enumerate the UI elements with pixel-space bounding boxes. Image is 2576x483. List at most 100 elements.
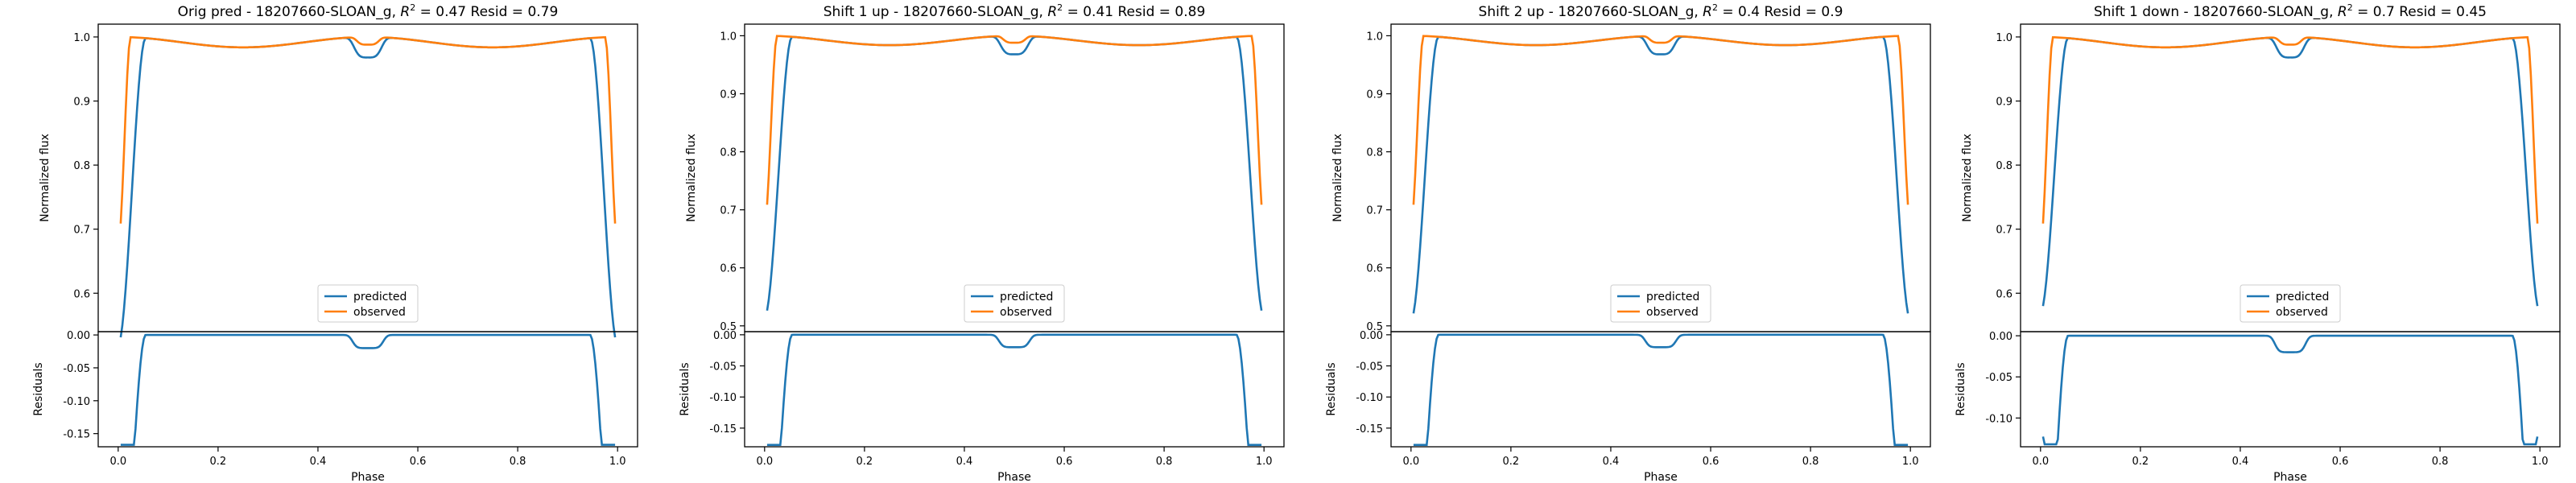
main-ytick-label: 0.9	[1366, 89, 1383, 101]
main-ytick-label: 0.8	[73, 160, 90, 172]
title-r2-exponent: 2	[1057, 2, 1063, 13]
residual-line	[766, 333, 1262, 446]
legend: predicted observed	[317, 284, 419, 323]
main-ytick-label: 0.7	[73, 225, 90, 237]
xtick-label: 0.2	[2132, 456, 2149, 468]
main-ylabel: Normalized flux	[1331, 134, 1344, 222]
title-r2-exponent: 2	[1712, 2, 1718, 13]
resid-ylabel: Residuals	[679, 362, 691, 415]
legend-label-observed: observed	[1646, 306, 1699, 319]
legend: predicted observed	[1610, 284, 1711, 323]
series-line-observed	[1412, 35, 1909, 205]
residual-line	[2041, 334, 2539, 446]
resid-ytick-label: -0.15	[1356, 423, 1383, 436]
main-ylabel: Normalized flux	[685, 134, 698, 222]
residual-line	[1413, 333, 1909, 446]
legend-label-predicted: predicted	[2276, 291, 2329, 303]
legend-label-predicted: predicted	[1646, 291, 1699, 303]
series-line-predicted	[1412, 35, 1909, 314]
main-ylabel: Normalized flux	[39, 134, 52, 222]
resid-ylabel: Residuals	[1955, 362, 1967, 415]
residual-axes-frame	[97, 331, 638, 448]
legend: predicted observed	[2240, 284, 2341, 323]
legend-label-observed: observed	[353, 306, 406, 319]
xtick-label: 0.4	[1603, 456, 1620, 468]
xtick-label: 0.0	[756, 456, 773, 468]
main-ytick-label: 1.0	[73, 32, 90, 44]
xtick-label: 0.6	[1056, 456, 1073, 468]
xtick-label: 1.0	[1256, 456, 1273, 468]
resid-ytick-label: -0.05	[63, 363, 90, 375]
xtick-label: 0.2	[210, 456, 227, 468]
title-suffix: = 0.4 Resid = 0.9	[1718, 4, 1843, 20]
xtick-label: 1.0	[2532, 456, 2549, 468]
title-suffix: = 0.41 Resid = 0.89	[1063, 4, 1205, 20]
title-prefix: Orig pred - 18207660-SLOAN_g,	[178, 4, 401, 20]
xtick-label: 0.4	[956, 456, 973, 468]
resid-ytick-label: 0.00	[67, 330, 90, 342]
main-ytick-label: 0.6	[1996, 288, 2013, 300]
title-r2-exponent: 2	[410, 2, 415, 13]
xtick-label: 0.2	[857, 456, 873, 468]
main-ytick-label: 0.6	[73, 288, 90, 300]
legend-box	[317, 284, 419, 323]
xtick-label: 0.4	[310, 456, 327, 468]
resid-ytick-label: -0.10	[709, 392, 737, 404]
xtick-label: 0.8	[1156, 456, 1173, 468]
legend-box	[1610, 284, 1711, 323]
resid-ytick-label: 0.00	[713, 330, 737, 342]
title-suffix: = 0.47 Resid = 0.79	[415, 4, 558, 20]
title-r2-symbol: R	[1703, 4, 1712, 20]
xtick-label: 1.0	[1902, 456, 1919, 468]
title-suffix: = 0.7 Resid = 0.45	[2353, 4, 2487, 20]
main-ytick-label: 1.0	[720, 31, 737, 43]
xtick-label: 0.8	[2432, 456, 2449, 468]
residual-axes-frame	[2020, 331, 2561, 448]
resid-ytick-label: -0.15	[63, 429, 90, 441]
series-line-observed	[2041, 35, 2539, 224]
residual-axes-frame	[744, 331, 1285, 448]
xtick-label: 0.0	[109, 456, 126, 468]
main-ytick-label: 1.0	[1366, 31, 1383, 43]
series-line-observed	[119, 35, 617, 224]
main-ytick-label: 1.0	[1996, 32, 2013, 44]
xtick-label: 0.6	[2332, 456, 2349, 468]
legend-box	[2240, 284, 2341, 323]
resid-ytick-label: 0.00	[1989, 331, 2013, 343]
series-line-predicted	[766, 35, 1263, 312]
main-ytick-label: 0.7	[1996, 225, 2013, 237]
resid-ytick-label: -0.10	[1356, 392, 1383, 404]
main-ytick-label: 0.9	[73, 97, 90, 109]
xlabel: Phase	[997, 471, 1031, 483]
legend-box	[964, 284, 1065, 323]
main-ytick-label: 0.8	[720, 147, 737, 159]
resid-ytick-label: 0.00	[1360, 330, 1383, 342]
main-ytick-label: 0.5	[1366, 321, 1383, 333]
chart-title: Shift 1 down - 18207660-SLOAN_g, R2 = 0.…	[2094, 2, 2487, 20]
main-ytick-label: 0.9	[720, 89, 737, 101]
title-prefix: Shift 1 up - 18207660-SLOAN_g,	[824, 4, 1048, 20]
xlabel: Phase	[2273, 471, 2307, 483]
legend-label-predicted: predicted	[353, 291, 407, 303]
resid-ylabel: Residuals	[32, 362, 45, 415]
xtick-label: 1.0	[609, 456, 626, 468]
resid-ytick-label: -0.15	[709, 423, 737, 436]
title-r2-symbol: R	[400, 4, 410, 20]
xtick-label: 0.0	[1402, 456, 1419, 468]
resid-ytick-label: -0.05	[1356, 361, 1383, 374]
main-ytick-label: 0.6	[720, 263, 737, 275]
resid-ytick-label: -0.10	[63, 396, 90, 408]
xlabel: Phase	[351, 471, 385, 483]
subplot-3: Shift 2 up - 18207660-SLOAN_g, R2 = 0.4 …	[1325, 2, 1931, 483]
main-ytick-label: 0.9	[1996, 97, 2013, 109]
main-ytick-label: 0.7	[720, 205, 737, 217]
subplot-1: Orig pred - 18207660-SLOAN_g, R2 = 0.47 …	[32, 2, 638, 483]
xtick-label: 0.2	[1503, 456, 1520, 468]
main-ytick-label: 0.7	[1366, 205, 1383, 217]
xlabel: Phase	[1644, 471, 1678, 483]
title-r2-exponent: 2	[2347, 2, 2353, 13]
resid-ytick-label: -0.05	[709, 361, 737, 374]
main-ytick-label: 0.8	[1366, 147, 1383, 159]
legend-label-predicted: predicted	[1000, 291, 1053, 303]
